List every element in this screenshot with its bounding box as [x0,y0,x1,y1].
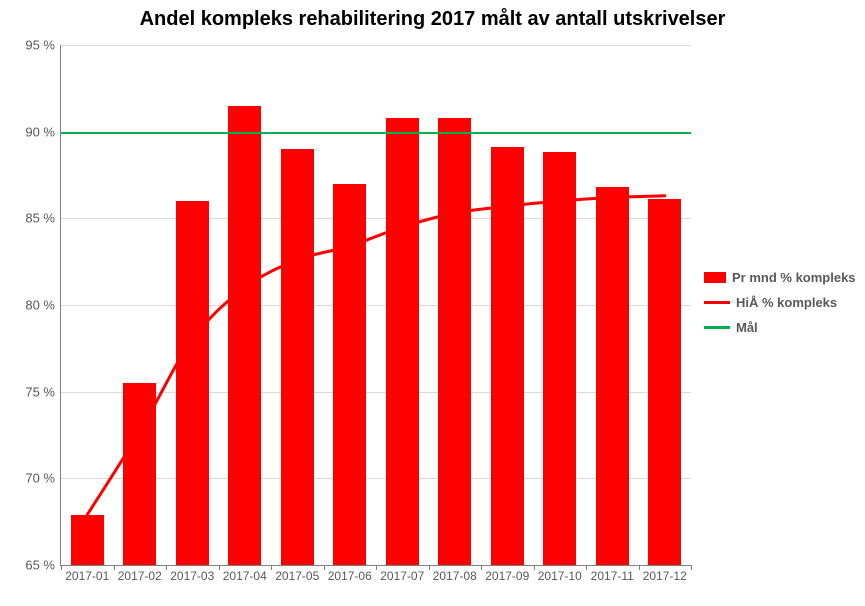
legend-label: Mål [736,320,758,335]
legend-swatch-bar [704,272,726,283]
y-axis-label: 80 % [25,298,61,313]
y-axis-label: 75 % [25,384,61,399]
y-axis-label: 95 % [25,38,61,53]
legend-swatch-line [704,301,730,304]
x-axis-tick [271,565,272,570]
line-series [61,45,691,565]
x-axis-tick [114,565,115,570]
x-axis-tick [166,565,167,570]
x-axis-label: 2017-01 [65,565,109,583]
plot-area: 65 %70 %75 %80 %85 %90 %95 %2017-012017-… [60,45,691,566]
x-axis-tick [219,565,220,570]
x-axis-label: 2017-10 [538,565,582,583]
legend-label: Pr mnd % kompleks [732,270,856,285]
x-axis-tick [61,565,62,570]
y-axis-label: 85 % [25,211,61,226]
x-axis-tick [534,565,535,570]
y-axis-label: 65 % [25,558,61,573]
legend-swatch-line [704,326,730,329]
x-axis-label: 2017-07 [380,565,424,583]
x-axis-tick [691,565,692,570]
x-axis-tick [639,565,640,570]
x-axis-label: 2017-08 [433,565,477,583]
x-axis-label: 2017-03 [170,565,214,583]
legend-item-bars: Pr mnd % kompleks [704,270,856,285]
y-axis-label: 70 % [25,471,61,486]
legend-item-target: Mål [704,320,856,335]
x-axis-tick [481,565,482,570]
x-axis-label: 2017-06 [328,565,372,583]
x-axis-tick [586,565,587,570]
chart-title: Andel kompleks rehabilitering 2017 målt … [0,8,865,31]
legend-item-line: HiÅ % kompleks [704,295,856,310]
legend: Pr mnd % kompleks HiÅ % kompleks Mål [704,270,856,345]
x-axis-label: 2017-04 [223,565,267,583]
x-axis-label: 2017-12 [643,565,687,583]
x-axis-tick [376,565,377,570]
x-axis-label: 2017-02 [118,565,162,583]
x-axis-tick [429,565,430,570]
x-axis-label: 2017-11 [591,565,634,583]
x-axis-label: 2017-09 [485,565,529,583]
y-axis-label: 90 % [25,124,61,139]
chart-container: Andel kompleks rehabilitering 2017 målt … [0,0,865,606]
x-axis-label: 2017-05 [275,565,319,583]
x-axis-tick [324,565,325,570]
legend-label: HiÅ % kompleks [736,295,837,310]
